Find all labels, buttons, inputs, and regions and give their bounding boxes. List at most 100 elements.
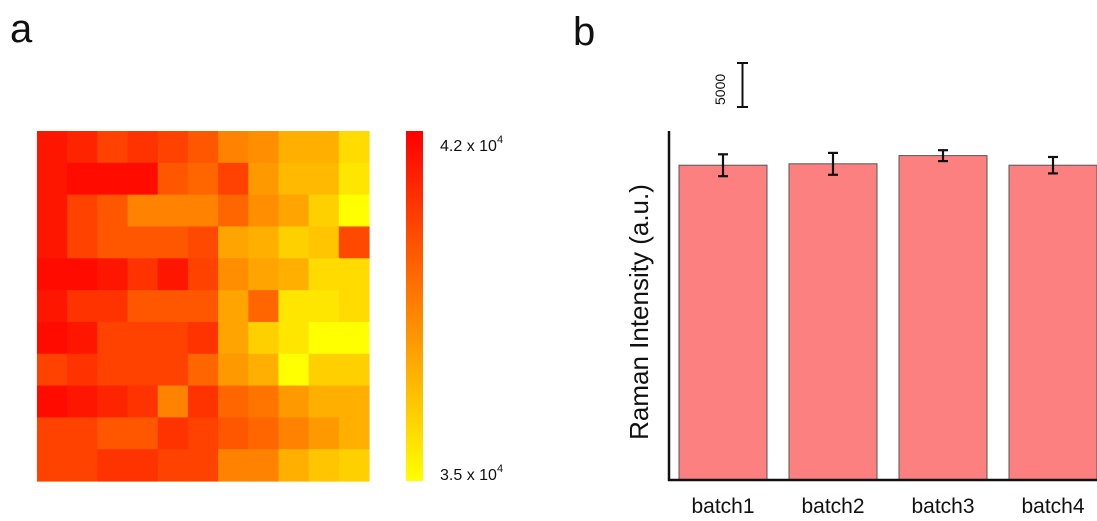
bar-series [678, 149, 1097, 481]
heatmap-cell [187, 290, 219, 323]
x-tick-label-batch3: batch3 [911, 495, 974, 518]
heatmap-cell [157, 162, 189, 196]
heatmap-cell [157, 353, 189, 387]
heatmap-cell [67, 417, 98, 450]
heatmap-cell [338, 449, 370, 482]
bar-batch4 [1008, 164, 1097, 481]
heatmap-cell [127, 417, 159, 450]
heatmap-cell [67, 449, 98, 482]
heatmap-cell [278, 194, 310, 228]
heatmap-cell [127, 226, 159, 259]
heatmap-cell [338, 290, 370, 323]
heatmap-cell [218, 353, 249, 387]
heatmap-cell [67, 385, 98, 418]
heatmap-cell [338, 385, 370, 418]
heatmap-cell [127, 321, 159, 355]
heatmap-cell [248, 131, 280, 164]
heatmap-cell [338, 131, 370, 164]
heatmap-cell [67, 353, 98, 387]
heatmap-cell [67, 290, 98, 323]
heatmap-cell [187, 131, 219, 164]
heatmap-cell [127, 449, 159, 482]
heatmap-cell [67, 321, 98, 355]
panel-b-letter: b [573, 10, 595, 54]
heatmap-cell [308, 353, 340, 387]
heatmap-cell [338, 258, 370, 291]
x-tick-label-batch4: batch4 [1021, 495, 1084, 518]
heatmap-cell [37, 290, 68, 323]
heatmap-cell [67, 162, 98, 196]
error-bar-batch1 [718, 153, 728, 178]
heatmap-cell [67, 226, 98, 259]
heatmap-cell [338, 194, 370, 228]
heatmap-cell [308, 131, 340, 164]
heatmap-cell [218, 194, 249, 228]
heatmap-cell [218, 385, 249, 418]
heatmap-cell [308, 385, 340, 418]
heatmap-cell [308, 449, 340, 482]
heatmap-cell [67, 131, 98, 164]
heatmap-cell [278, 226, 310, 259]
heatmap-cell [248, 226, 280, 259]
heatmap-cell [218, 417, 249, 450]
heatmap-cell [248, 321, 280, 355]
heatmap-cell [187, 226, 219, 259]
heatmap-cell [308, 194, 340, 228]
heatmap-cell [97, 417, 129, 450]
heatmap-cell [308, 290, 340, 323]
colorbar-min-label: 3.5 x 104 [440, 463, 503, 484]
heatmap-cell [248, 258, 280, 291]
heatmap-cell [278, 417, 310, 450]
heatmap-cell [97, 353, 129, 387]
heatmap-cell [278, 449, 310, 482]
bar-batch2 [788, 163, 878, 481]
heatmap-cell [187, 385, 219, 418]
heatmap-cell [187, 321, 219, 355]
heatmap-cell [218, 321, 249, 355]
scale-bar: 5000 [712, 62, 748, 108]
heatmap-cell [127, 194, 159, 228]
heatmap-cell [37, 385, 68, 418]
heatmap-cell [157, 226, 189, 259]
heatmap-cell [127, 353, 159, 387]
colorbar-gradient [406, 131, 423, 481]
heatmap [37, 131, 370, 482]
heatmap-cell [37, 321, 68, 355]
heatmap-cell [248, 385, 280, 418]
heatmap-cell [127, 162, 159, 196]
panel-a-letter: a [10, 7, 33, 51]
heatmap-cell [248, 353, 280, 387]
heatmap-cell [278, 290, 310, 323]
heatmap-cell [67, 194, 98, 228]
heatmap-cell [278, 385, 310, 418]
heatmap-cell [37, 131, 68, 164]
heatmap-cell [97, 321, 129, 355]
heatmap-cell [157, 449, 189, 482]
heatmap-cell [37, 258, 68, 291]
heatmap-cell [248, 194, 280, 228]
heatmap-cell [97, 162, 129, 196]
heatmap-cell [248, 449, 280, 482]
colorbar: 4.2 x 104 3.5 x 104 [406, 131, 503, 484]
heatmap-cell [97, 449, 129, 482]
heatmap-cell [157, 290, 189, 323]
heatmap-cell [308, 321, 340, 355]
heatmap-cell [157, 385, 189, 418]
heatmap-cell [308, 162, 340, 196]
heatmap-cell [157, 417, 189, 450]
error-bar-batch2 [828, 151, 838, 176]
y-axis-title: Raman Intensity (a.u.) [624, 184, 654, 440]
heatmap-cell [37, 353, 68, 387]
heatmap-cell [157, 321, 189, 355]
heatmap-cell [308, 417, 340, 450]
heatmap-cell [248, 290, 280, 323]
heatmap-cell [127, 290, 159, 323]
heatmap-cell [187, 258, 219, 291]
heatmap-cell [248, 417, 280, 450]
x-tick-label-batch2: batch2 [801, 495, 864, 518]
heatmap-cell [218, 449, 249, 482]
scale-bar-label: 5000 [712, 74, 728, 105]
heatmap-cell [218, 131, 249, 164]
error-bar-batch4 [1048, 155, 1058, 175]
